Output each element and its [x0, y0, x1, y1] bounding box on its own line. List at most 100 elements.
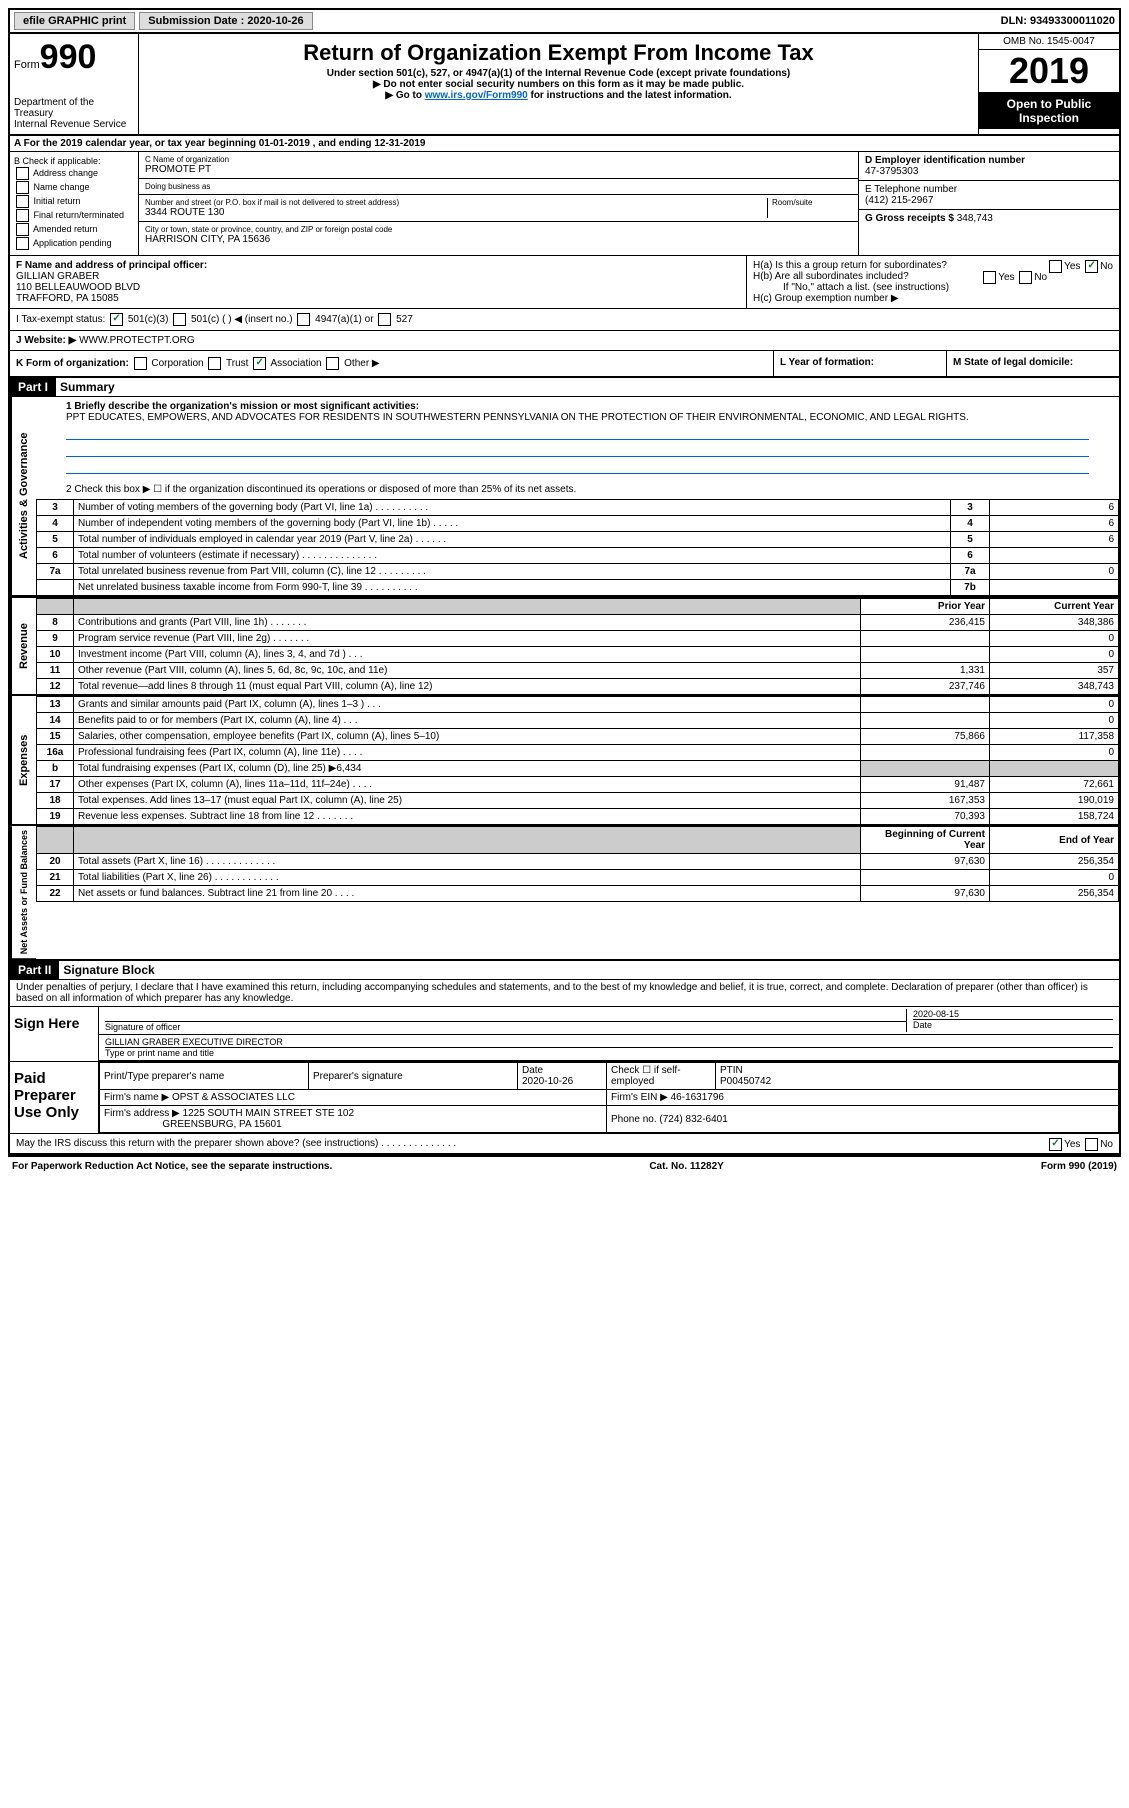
col-l: L Year of formation:	[774, 351, 947, 376]
checkbox[interactable]	[16, 237, 29, 250]
line1-label: 1 Briefly describe the organization's mi…	[66, 401, 1089, 412]
mission-text: PPT EDUCATES, EMPOWERS, AND ADVOCATES FO…	[66, 412, 1089, 423]
line2: 2 Check this box ▶ ☐ if the organization…	[36, 480, 1119, 499]
checkbox[interactable]	[16, 181, 29, 194]
part1-header-row: Part I Summary	[10, 378, 1119, 397]
city-label: City or town, state or province, country…	[145, 225, 852, 234]
revenue-section: Revenue Prior YearCurrent Year8Contribut…	[10, 596, 1119, 695]
sub3-post: for instructions and the latest informat…	[528, 90, 732, 101]
exp-table: 13Grants and similar amounts paid (Part …	[36, 696, 1119, 825]
gov-table: 3Number of voting members of the governi…	[36, 499, 1119, 596]
m-label: M State of legal domicile:	[953, 357, 1073, 368]
form-container: efile GRAPHIC print Submission Date : 20…	[8, 8, 1121, 1157]
col-c: C Name of organization PROMOTE PT Doing …	[139, 152, 859, 255]
gross: 348,743	[957, 213, 993, 224]
col-h: H(a) Is this a group return for subordin…	[747, 256, 1119, 308]
gross-label: G Gross receipts $	[865, 213, 954, 224]
checkbox[interactable]	[16, 195, 29, 208]
col-m: M State of legal domicile:	[947, 351, 1119, 376]
col-f: F Name and address of principal officer:…	[10, 256, 747, 308]
tel-label: E Telephone number	[865, 184, 1113, 195]
checkbox[interactable]	[16, 209, 29, 222]
open-public: Open to Public Inspection	[979, 93, 1119, 129]
rev-table: Prior YearCurrent Year8Contributions and…	[36, 598, 1119, 695]
part2-title: Signature Block	[59, 961, 158, 979]
name-label: C Name of organization	[145, 155, 852, 164]
footer-right: Form 990 (2019)	[1041, 1161, 1117, 1172]
row-a: A For the 2019 calendar year, or tax yea…	[10, 136, 1119, 152]
irs-link[interactable]: www.irs.gov/Form990	[425, 90, 528, 101]
net-table: Beginning of Current YearEnd of Year20To…	[36, 826, 1119, 902]
f-label: F Name and address of principal officer:	[16, 260, 740, 271]
sig-date-val: 2020-08-15	[913, 1009, 1113, 1019]
prep-check: Check ☐ if self-employed	[607, 1063, 716, 1090]
org-name: PROMOTE PT	[145, 164, 852, 175]
footer: For Paperwork Reduction Act Notice, see …	[8, 1157, 1121, 1176]
sub3-pre: ▶ Go to	[385, 90, 424, 101]
paid-preparer-row: Paid Preparer Use Only Print/Type prepar…	[10, 1062, 1119, 1134]
footer-mid: Cat. No. 11282Y	[649, 1161, 723, 1172]
part2-header: Part II	[10, 961, 59, 979]
city: HARRISON CITY, PA 15636	[145, 234, 852, 245]
section-bcd: B Check if applicable: Address change Na…	[10, 152, 1119, 256]
side-revenue: Revenue	[10, 598, 36, 695]
row-j: J Website: ▶ WWW.PROTECTPT.ORG	[10, 331, 1119, 351]
discuss-row: May the IRS discuss this return with the…	[10, 1134, 1119, 1155]
tel: (412) 215-2967	[865, 195, 1113, 206]
efile-btn[interactable]: efile GRAPHIC print	[14, 12, 135, 30]
subtitle2: ▶ Do not enter social security numbers o…	[143, 79, 974, 90]
side-net: Net Assets or Fund Balances	[10, 826, 36, 959]
row-i: I Tax-exempt status: 501(c)(3) 501(c) ( …	[10, 309, 1119, 331]
addr: 3344 ROUTE 130	[145, 207, 767, 218]
l-label: L Year of formation:	[780, 357, 874, 368]
col-b-title: B Check if applicable:	[14, 156, 134, 166]
website: WWW.PROTECTPT.ORG	[79, 335, 195, 346]
governance-section: Activities & Governance 1 Briefly descri…	[10, 397, 1119, 596]
room-label: Room/suite	[772, 198, 852, 207]
officer-addr2: TRAFFORD, PA 15085	[16, 293, 740, 304]
part2-header-row: Part II Signature Block	[10, 959, 1119, 980]
part1-header: Part I	[10, 378, 56, 396]
dba-label: Doing business as	[145, 182, 852, 191]
form-label: Form	[14, 59, 40, 71]
k-label: K Form of organization:	[16, 358, 129, 369]
paid-preparer: Paid Preparer Use Only	[10, 1062, 99, 1133]
header: Form990 Department of the Treasury Inter…	[10, 34, 1119, 136]
prep-sig-label: Preparer's signature	[309, 1063, 518, 1090]
checkbox[interactable]	[16, 223, 29, 236]
addr-label: Number and street (or P.O. box if mail i…	[145, 198, 767, 207]
officer-addr1: 110 BELLEAUWOOD BLVD	[16, 282, 740, 293]
ein-label: D Employer identification number	[865, 155, 1113, 166]
prep-name-label: Print/Type preparer's name	[100, 1063, 309, 1090]
sig-date-label: Date	[913, 1019, 1113, 1030]
hc-label: H(c) Group exemption number ▶	[753, 293, 1113, 304]
header-left: Form990 Department of the Treasury Inter…	[10, 34, 139, 134]
i-label: I Tax-exempt status:	[16, 314, 105, 325]
form-title: Return of Organization Exempt From Incom…	[143, 40, 974, 66]
col-k: K Form of organization: Corporation Trus…	[10, 351, 774, 376]
footer-left: For Paperwork Reduction Act Notice, see …	[12, 1161, 332, 1172]
side-governance: Activities & Governance	[10, 397, 36, 596]
sig-name: GILLIAN GRABER EXECUTIVE DIRECTOR	[105, 1037, 1113, 1047]
ha-label: H(a) Is this a group return for subordin…	[753, 260, 947, 271]
ein: 47-3795303	[865, 166, 1113, 177]
dept: Department of the Treasury Internal Reve…	[14, 97, 134, 130]
col-d: D Employer identification number 47-3795…	[859, 152, 1119, 255]
sign-here-row: Sign Here Signature of officer 2020-08-1…	[10, 1007, 1119, 1062]
row-fh: F Name and address of principal officer:…	[10, 256, 1119, 309]
hb-label: H(b) Are all subordinates included?	[753, 271, 909, 282]
declaration: Under penalties of perjury, I declare th…	[10, 980, 1119, 1007]
side-expenses: Expenses	[10, 696, 36, 825]
header-right: OMB No. 1545-0047 2019 Open to Public In…	[979, 34, 1119, 134]
net-section: Net Assets or Fund Balances Beginning of…	[10, 825, 1119, 959]
officer-name: GILLIAN GRABER	[16, 271, 740, 282]
hb-note: If "No," attach a list. (see instruction…	[753, 282, 1113, 293]
row-klm: K Form of organization: Corporation Trus…	[10, 351, 1119, 378]
dln: DLN: 93493300011020	[1001, 15, 1115, 27]
omb: OMB No. 1545-0047	[979, 34, 1119, 50]
col-b: B Check if applicable: Address change Na…	[10, 152, 139, 255]
tax-year: 2019	[979, 50, 1119, 93]
checkbox[interactable]	[16, 167, 29, 180]
submission-btn[interactable]: Submission Date : 2020-10-26	[139, 12, 312, 30]
j-label: J Website: ▶	[16, 335, 76, 346]
